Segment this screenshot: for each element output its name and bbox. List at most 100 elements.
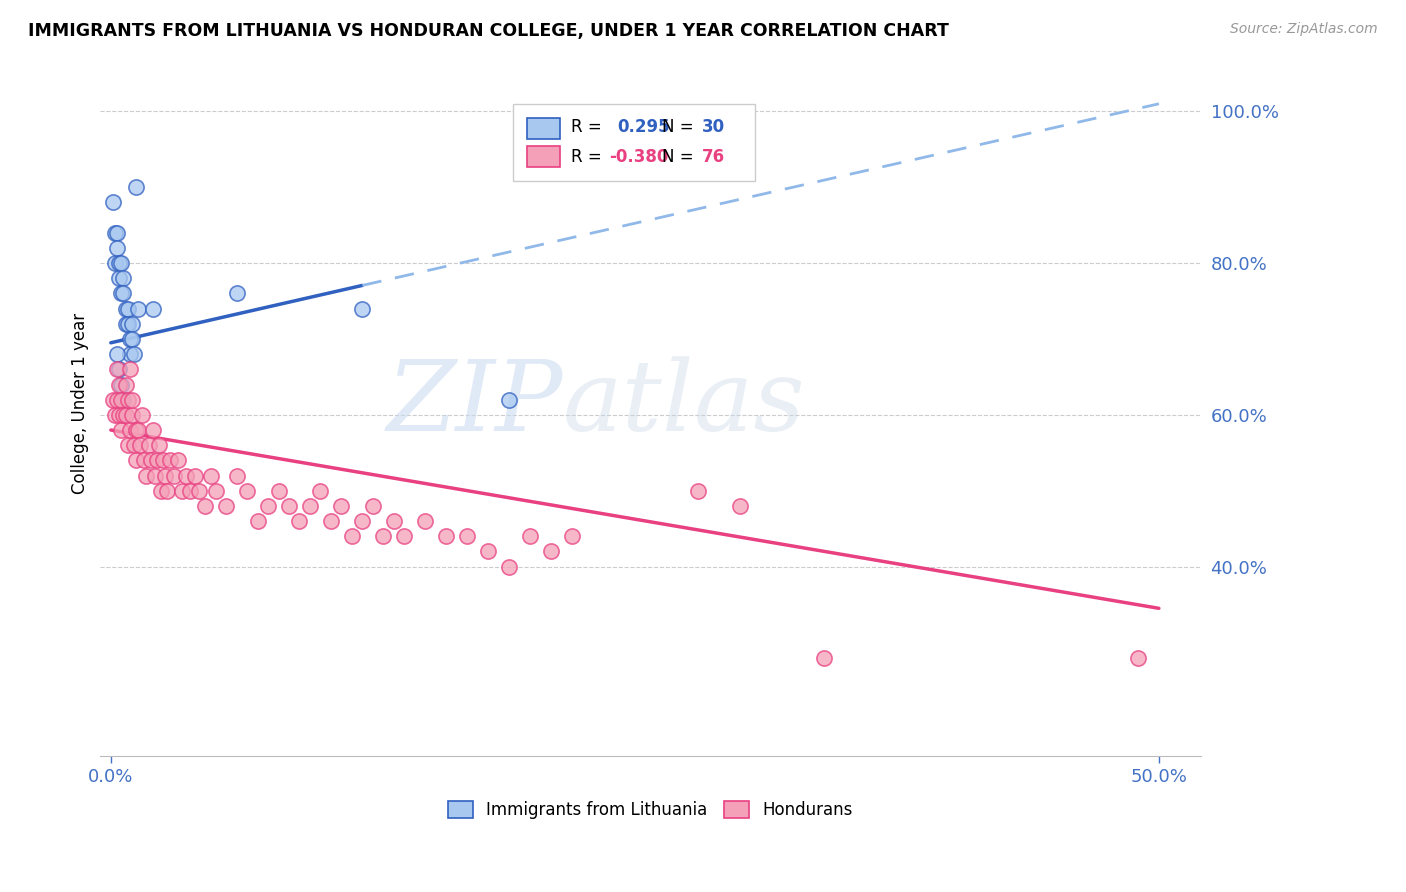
- Text: -0.380: -0.380: [609, 147, 668, 166]
- Point: [125, 180, 148, 194]
- Point: [135, 468, 157, 483]
- Point: [352, 301, 374, 316]
- Point: [108, 271, 131, 285]
- Point: [108, 362, 131, 376]
- Point: [215, 499, 238, 513]
- Point: [152, 453, 174, 467]
- Point: [246, 514, 269, 528]
- Point: [118, 347, 141, 361]
- Point: [125, 423, 148, 437]
- Point: [330, 499, 353, 513]
- Point: [121, 408, 143, 422]
- Point: [174, 468, 197, 483]
- Point: [257, 499, 280, 513]
- Point: [117, 392, 139, 407]
- FancyBboxPatch shape: [513, 103, 755, 181]
- Point: [117, 438, 139, 452]
- Point: [101, 195, 124, 210]
- Point: [117, 301, 139, 316]
- Point: [477, 544, 499, 558]
- Point: [118, 423, 141, 437]
- Point: [127, 423, 149, 437]
- Text: IMMIGRANTS FROM LITHUANIA VS HONDURAN COLLEGE, UNDER 1 YEAR CORRELATION CHART: IMMIGRANTS FROM LITHUANIA VS HONDURAN CO…: [28, 22, 949, 40]
- Text: Source: ZipAtlas.com: Source: ZipAtlas.com: [1230, 22, 1378, 37]
- Y-axis label: College, Under 1 year: College, Under 1 year: [72, 313, 89, 494]
- Point: [200, 468, 222, 483]
- Point: [142, 301, 165, 316]
- Point: [146, 453, 169, 467]
- Point: [150, 483, 173, 498]
- Point: [104, 256, 127, 270]
- Point: [225, 286, 247, 301]
- Point: [519, 529, 541, 543]
- Point: [118, 332, 141, 346]
- Point: [105, 392, 128, 407]
- Point: [127, 301, 149, 316]
- Point: [112, 392, 135, 407]
- Point: [105, 226, 128, 240]
- Point: [129, 438, 152, 452]
- Point: [434, 529, 457, 543]
- Point: [352, 514, 374, 528]
- Point: [456, 529, 478, 543]
- Point: [110, 423, 132, 437]
- Point: [121, 332, 143, 346]
- Point: [167, 453, 190, 467]
- Point: [121, 392, 143, 407]
- Point: [114, 377, 136, 392]
- Point: [159, 453, 181, 467]
- Point: [110, 392, 132, 407]
- Point: [204, 483, 226, 498]
- Point: [498, 559, 520, 574]
- Point: [309, 483, 332, 498]
- Point: [394, 529, 416, 543]
- Point: [298, 499, 321, 513]
- Point: [561, 529, 583, 543]
- Point: [121, 317, 143, 331]
- Text: R =: R =: [571, 118, 602, 136]
- Point: [110, 256, 132, 270]
- Point: [122, 438, 145, 452]
- Point: [142, 423, 165, 437]
- Point: [183, 468, 205, 483]
- Point: [108, 408, 131, 422]
- Point: [373, 529, 395, 543]
- Text: R =: R =: [571, 147, 602, 166]
- Bar: [527, 118, 561, 139]
- Point: [813, 650, 835, 665]
- Point: [163, 468, 186, 483]
- Point: [361, 499, 384, 513]
- Point: [225, 468, 247, 483]
- Point: [114, 301, 136, 316]
- Point: [105, 241, 128, 255]
- Point: [413, 514, 436, 528]
- Point: [101, 392, 124, 407]
- Point: [143, 468, 166, 483]
- Point: [236, 483, 259, 498]
- Text: 30: 30: [702, 118, 725, 136]
- Point: [122, 347, 145, 361]
- Point: [728, 499, 751, 513]
- Text: 0.295: 0.295: [617, 118, 671, 136]
- Point: [1126, 650, 1149, 665]
- Point: [131, 408, 153, 422]
- Text: atlas: atlas: [562, 356, 806, 451]
- Point: [110, 377, 132, 392]
- Point: [112, 271, 135, 285]
- Point: [125, 453, 148, 467]
- Point: [540, 544, 562, 558]
- Point: [686, 483, 709, 498]
- Point: [288, 514, 311, 528]
- Point: [148, 438, 170, 452]
- Point: [340, 529, 363, 543]
- Text: ZIP: ZIP: [387, 356, 562, 451]
- Point: [105, 347, 128, 361]
- Point: [382, 514, 405, 528]
- Point: [114, 317, 136, 331]
- Point: [179, 483, 201, 498]
- Point: [118, 362, 141, 376]
- Point: [194, 499, 217, 513]
- Point: [108, 377, 131, 392]
- Point: [114, 408, 136, 422]
- Point: [278, 499, 301, 513]
